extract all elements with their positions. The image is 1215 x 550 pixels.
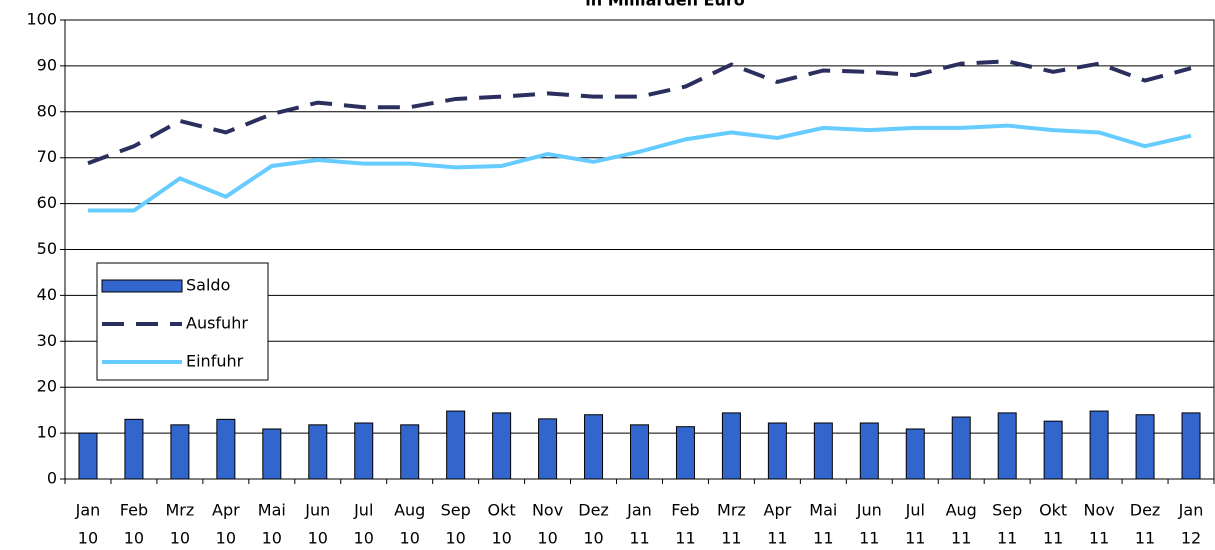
x-tick-label: Mai <box>258 501 286 520</box>
x-tick-label: 11 <box>813 529 833 548</box>
bar <box>446 410 466 480</box>
x-tick-label: Jul <box>905 501 925 520</box>
y-tick-label: 10 <box>37 423 57 442</box>
x-tick-label: 10 <box>537 529 557 548</box>
bar <box>78 432 98 480</box>
x-tick-label: 12 <box>1181 529 1201 548</box>
x-tick-label: 10 <box>354 529 374 548</box>
x-tick-label: Jan <box>626 501 652 520</box>
line <box>87 123 1192 213</box>
x-tick-label: Jun <box>304 501 330 520</box>
bar <box>1089 410 1109 480</box>
x-tick-label: 10 <box>262 529 282 548</box>
bar <box>170 424 190 480</box>
y-tick-label: 20 <box>37 377 57 396</box>
x-tick-label: Mrz <box>166 501 195 520</box>
bar <box>813 422 833 480</box>
bar <box>354 422 374 480</box>
x-tick-label: Okt <box>1039 501 1067 520</box>
x-tick-label: 11 <box>905 529 925 548</box>
y-tick-label: 0 <box>47 469 57 488</box>
chart-title: in Milliarden Euro <box>585 0 744 10</box>
y-tick-label: 90 <box>37 55 57 74</box>
bar <box>1043 420 1063 480</box>
x-tick-label: 11 <box>1135 529 1155 548</box>
x-tick-label: 10 <box>216 529 236 548</box>
x-tick-label: Sep <box>992 501 1022 520</box>
bar <box>124 418 144 480</box>
y-tick-label: 100 <box>26 10 57 29</box>
y-tick-label: 30 <box>37 331 57 350</box>
x-tick-label: 11 <box>1043 529 1063 548</box>
x-tick-label: Jan <box>1178 501 1204 520</box>
x-tick-label: Dez <box>1130 501 1161 520</box>
x-tick-label: Sep <box>441 501 471 520</box>
x-tick-label: Jun <box>856 501 882 520</box>
bar <box>308 424 328 480</box>
bar <box>400 424 420 480</box>
x-tick-label: 10 <box>583 529 603 548</box>
x-tick-label: Mai <box>809 501 837 520</box>
bar <box>997 412 1017 480</box>
bar <box>675 426 695 480</box>
y-tick-label: 60 <box>37 193 57 212</box>
y-tick-label: 50 <box>37 239 57 258</box>
legend-label: Ausfuhr <box>186 314 248 333</box>
y-tick-label: 70 <box>37 147 57 166</box>
y-tick-label: 80 <box>37 101 57 120</box>
x-tick-label: 11 <box>629 529 649 548</box>
x-tick-label: Mrz <box>717 501 746 520</box>
bar <box>1135 414 1155 480</box>
x-tick-label: 11 <box>997 529 1017 548</box>
x-tick-label: 11 <box>721 529 741 548</box>
x-tick-label: Jul <box>353 501 373 520</box>
bar <box>492 412 512 480</box>
y-tick-label: 40 <box>37 285 57 304</box>
x-tick-label: Okt <box>488 501 516 520</box>
x-tick-label: 10 <box>491 529 511 548</box>
x-tick-label: Aug <box>394 501 425 520</box>
legend-label: Saldo <box>186 276 230 295</box>
x-tick-label: 10 <box>124 529 144 548</box>
bar <box>951 416 971 480</box>
x-tick-label: Jan <box>75 501 101 520</box>
x-tick-label: 11 <box>859 529 879 548</box>
bar <box>262 428 282 480</box>
x-tick-label: Nov <box>532 501 563 520</box>
x-tick-label: Nov <box>1083 501 1114 520</box>
x-tick-label: 10 <box>78 529 98 548</box>
x-tick-label: 11 <box>675 529 695 548</box>
bar <box>905 428 925 480</box>
bar <box>721 412 741 480</box>
legend-swatch <box>101 279 183 293</box>
x-tick-label: 10 <box>445 529 465 548</box>
legend-label: Einfuhr <box>186 352 244 371</box>
x-tick-label: 10 <box>170 529 190 548</box>
x-tick-label: Apr <box>212 501 240 520</box>
x-tick-label: Feb <box>120 501 148 520</box>
bar <box>630 424 649 480</box>
bar <box>216 418 236 480</box>
x-tick-label: 11 <box>1089 529 1109 548</box>
bar <box>538 418 558 480</box>
x-tick-label: 11 <box>767 529 787 548</box>
x-tick-label: Dez <box>578 501 609 520</box>
bar <box>859 422 879 480</box>
x-tick-label: Apr <box>764 501 792 520</box>
x-tick-label: Feb <box>671 501 699 520</box>
x-tick-label: 10 <box>308 529 328 548</box>
bar <box>1181 412 1201 480</box>
x-tick-label: 11 <box>951 529 971 548</box>
bar <box>767 422 787 480</box>
x-tick-label: 10 <box>400 529 420 548</box>
bar <box>584 414 604 480</box>
x-tick-label: Aug <box>946 501 977 520</box>
